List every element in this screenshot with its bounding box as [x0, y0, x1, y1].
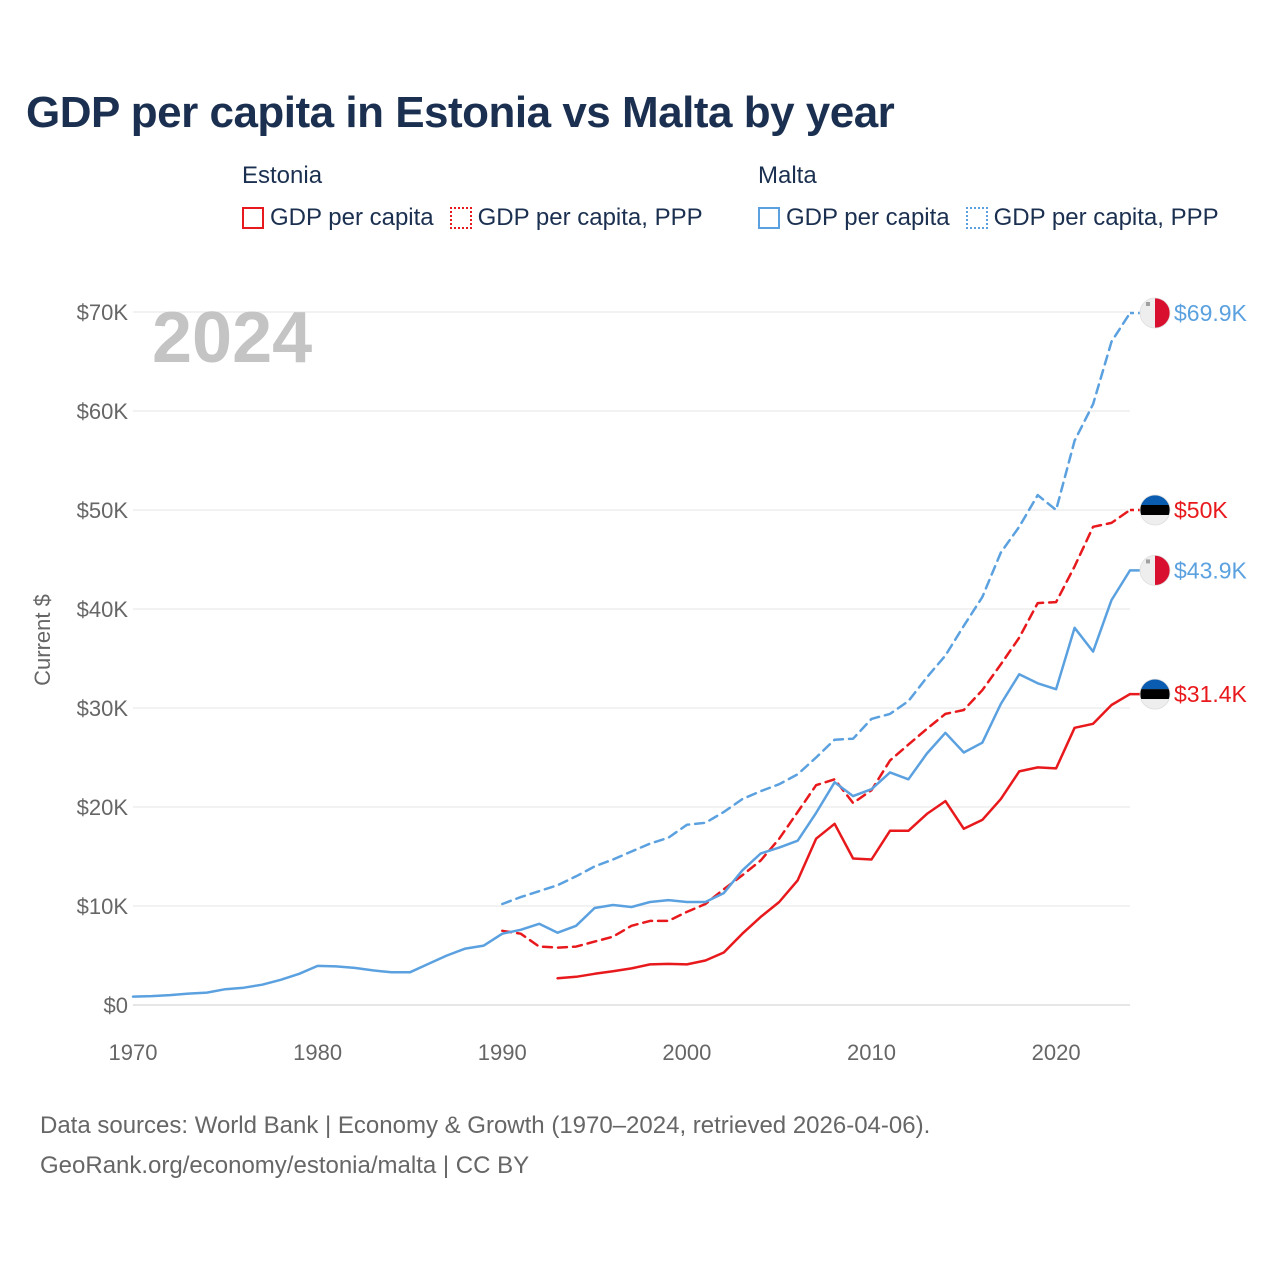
x-tick-label: 1990 [478, 1040, 527, 1065]
legend-label: GDP per capita, PPP [993, 204, 1219, 231]
estonia-flag-icon [1139, 678, 1171, 710]
legend-item-malta-ppp[interactable]: GDP per capita, PPP [965, 204, 1219, 232]
line-chart: 2024 $0 $10K $20K $30K $40K $50K $60K $70K 1970 1… [30, 297, 1248, 1065]
grid-layer [133, 311, 1130, 1006]
y-tick-label: $40K [77, 597, 129, 622]
series-line[interactable] [131, 569, 1132, 998]
series-end-label: $31.4K [1174, 681, 1248, 707]
x-tick-label: 1980 [293, 1040, 342, 1065]
footer: Data sources: World Bank | Economy & Gro… [40, 1106, 930, 1186]
series-end-label: $69.9K [1174, 300, 1248, 326]
end-markers: $31.4K $50K $43.9K $69.9K [1130, 297, 1248, 710]
x-tick-label: 2020 [1032, 1040, 1081, 1065]
y-tick-label: $70K [77, 300, 129, 325]
legend-swatch-solid-icon [758, 207, 780, 229]
y-tick-label: $60K [77, 399, 129, 424]
y-tick-label: $10K [77, 894, 129, 919]
series-line[interactable] [501, 508, 1132, 949]
legend-label: GDP per capita [270, 204, 434, 231]
year-watermark: 2024 [152, 298, 312, 378]
legend-label: GDP per capita [786, 204, 950, 231]
legend-group-malta: Malta GDP per capita GDP per capita, PPP [758, 162, 1219, 232]
y-axis-label: Current $ [30, 594, 55, 686]
series-layer [131, 311, 1132, 998]
y-tick-label: $30K [77, 696, 129, 721]
x-tick-label: 1970 [109, 1040, 158, 1065]
x-tick-label: 2010 [847, 1040, 896, 1065]
x-tick-label: 2000 [662, 1040, 711, 1065]
legend-group-label: Estonia [242, 162, 323, 189]
legend-group-label: Malta [758, 162, 817, 189]
y-tick-label: $50K [77, 498, 129, 523]
y-tick-label: $0 [104, 993, 128, 1018]
legend-swatch-dotted-icon [449, 207, 472, 229]
chart-title: GDP per capita in Estonia vs Malta by ye… [26, 88, 895, 137]
series-line[interactable] [556, 692, 1132, 980]
legend-item-estonia-ppp[interactable]: GDP per capita, PPP [449, 204, 703, 232]
legend-swatch-dotted-icon [965, 207, 988, 229]
series-end-label: $43.9K [1174, 557, 1248, 583]
series-line[interactable] [501, 311, 1132, 906]
footer-sources: Data sources: World Bank | Economy & Gro… [40, 1112, 931, 1139]
legend-item-malta-gdp[interactable]: GDP per capita [758, 204, 950, 232]
series-end-label: $50K [1174, 497, 1228, 523]
estonia-flag-icon [1139, 494, 1171, 526]
footer-link[interactable]: GeoRank.org/economy/estonia/malta | CC B… [40, 1152, 530, 1179]
legend-item-estonia-gdp[interactable]: GDP per capita [242, 204, 434, 232]
malta-flag-icon [1139, 297, 1171, 329]
legend-label: GDP per capita, PPP [477, 204, 703, 231]
axis-ticks: $0 $10K $20K $30K $40K $50K $60K $70K 1970 1980 19… [77, 300, 1081, 1065]
y-tick-label: $20K [77, 795, 129, 820]
legend-swatch-solid-icon [242, 207, 264, 229]
malta-flag-icon [1139, 555, 1171, 586]
legend-group-estonia: Estonia GDP per capita GDP per capita, P… [242, 162, 703, 232]
